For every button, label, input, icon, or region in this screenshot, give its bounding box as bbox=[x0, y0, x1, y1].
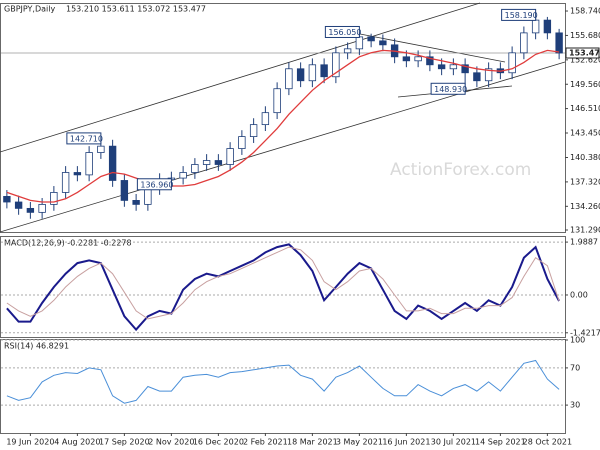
last-price-label: 153.477 bbox=[569, 49, 600, 58]
candle-body bbox=[273, 88, 281, 114]
annotation-box bbox=[136, 178, 172, 191]
rsi-frame bbox=[0, 339, 566, 434]
candle-body bbox=[120, 180, 129, 201]
annotation-label: 136.960 bbox=[140, 180, 173, 189]
y-tick-label: 152.620 bbox=[570, 55, 600, 64]
candle-body bbox=[355, 36, 364, 50]
candle-body bbox=[437, 64, 446, 70]
candle-body bbox=[343, 48, 352, 54]
x-tick-label: 16 Dec 2020 bbox=[193, 438, 244, 447]
candle-body bbox=[226, 148, 234, 165]
y-tick-label: 140.380 bbox=[570, 153, 600, 162]
candle-body bbox=[238, 136, 246, 149]
candle-body bbox=[97, 145, 105, 153]
candle-body bbox=[426, 56, 434, 66]
candle-body bbox=[38, 203, 46, 213]
macd-title: MACD(12,26,9) -0.2281 -0.2278 bbox=[4, 239, 132, 248]
candle-body bbox=[473, 72, 481, 82]
rsi-title: RSI(14) 46.8291 bbox=[4, 342, 69, 351]
indicator-line bbox=[6, 243, 560, 332]
candle-body bbox=[261, 112, 270, 126]
candle-body bbox=[520, 32, 528, 54]
candle-body bbox=[179, 172, 187, 179]
candle-body bbox=[132, 200, 140, 205]
y-tick-label: 149.560 bbox=[570, 80, 600, 89]
price-title: GBPJPY,Daily bbox=[4, 5, 55, 14]
candle-body bbox=[461, 64, 469, 74]
annotation-label: 142.710 bbox=[70, 134, 103, 143]
candle-body bbox=[14, 201, 23, 209]
y-tick-label: 0.00 bbox=[570, 290, 588, 299]
candle-body bbox=[367, 36, 375, 42]
last-price-box bbox=[565, 47, 600, 59]
candle-body bbox=[484, 68, 493, 82]
candle-body bbox=[414, 56, 422, 62]
x-tick-label: 28 Oct 2021 bbox=[523, 438, 572, 447]
candle-body bbox=[449, 64, 458, 70]
candle-body bbox=[73, 172, 82, 176]
candle-body bbox=[108, 145, 117, 181]
x-tick-label: 17 Sep 2020 bbox=[99, 438, 150, 447]
y-tick-label: 137.320 bbox=[570, 177, 600, 186]
price-frame bbox=[0, 3, 566, 233]
candle-body bbox=[296, 68, 305, 82]
candle-body bbox=[85, 152, 93, 176]
x-tick-label: 3 May 2021 bbox=[336, 438, 383, 447]
y-tick-label: 1.9887 bbox=[570, 238, 598, 247]
indicator-line bbox=[6, 246, 560, 320]
y-tick-label: 158.740 bbox=[570, 7, 600, 16]
price-quote: 153.210 153.611 153.072 153.477 bbox=[66, 5, 206, 14]
candle-body bbox=[249, 124, 258, 137]
x-tick-label: 4 Aug 2020 bbox=[54, 438, 100, 447]
candle-body bbox=[285, 68, 293, 90]
y-tick-label: 134.260 bbox=[570, 202, 600, 211]
candle-body bbox=[402, 56, 411, 62]
y-tick-label: 100 bbox=[570, 336, 585, 345]
y-tick-label: 131.290 bbox=[570, 226, 600, 235]
candle-body bbox=[308, 64, 317, 82]
candle-body bbox=[555, 32, 563, 54]
x-tick-label: 30 Jul 2021 bbox=[431, 438, 476, 447]
candle-body bbox=[332, 52, 340, 78]
y-tick-label: 30 bbox=[570, 401, 580, 410]
candle-body bbox=[543, 19, 552, 34]
y-tick-label: -1.4217 bbox=[570, 328, 600, 337]
candle-body bbox=[531, 19, 540, 34]
annotation-box bbox=[430, 82, 466, 95]
candle-body bbox=[144, 188, 152, 205]
watermark: ActionForex.com bbox=[390, 160, 531, 180]
indicator-line bbox=[6, 359, 560, 404]
triangle-upper bbox=[359, 33, 506, 63]
macd-frame bbox=[0, 236, 566, 338]
annotation-label: 148.930 bbox=[434, 85, 467, 94]
y-tick-label: 146.510 bbox=[570, 104, 600, 113]
indicator-line bbox=[6, 49, 560, 203]
channel-upper bbox=[0, 2, 481, 153]
candle-body bbox=[379, 40, 387, 46]
annotation-box bbox=[66, 132, 102, 145]
x-tick-label: 14 Sep 2021 bbox=[475, 438, 526, 447]
x-tick-label: 18 Mar 2021 bbox=[287, 438, 338, 447]
annotation-label: 156.050 bbox=[328, 28, 361, 37]
x-tick-label: 2 Nov 2020 bbox=[148, 438, 194, 447]
candle-body bbox=[50, 192, 58, 205]
x-tick-label: 2 Feb 2021 bbox=[243, 438, 288, 447]
candle-body bbox=[3, 196, 11, 203]
candle-body bbox=[61, 172, 70, 193]
candle-body bbox=[214, 160, 223, 165]
candle-body bbox=[320, 64, 328, 78]
candle-body bbox=[202, 160, 211, 165]
annotation-box bbox=[501, 8, 537, 21]
annotation-box bbox=[324, 25, 360, 38]
y-tick-label: 70 bbox=[570, 363, 580, 372]
candle-body bbox=[191, 164, 199, 173]
x-tick-label: 19 Jun 2020 bbox=[6, 438, 54, 447]
y-tick-label: 155.680 bbox=[570, 31, 600, 40]
y-tick-label: 143.450 bbox=[570, 128, 600, 137]
candle-body bbox=[508, 52, 516, 74]
annotation-label: 158.190 bbox=[505, 11, 538, 20]
candle-body bbox=[26, 207, 35, 213]
x-tick-label: 16 Jun 2021 bbox=[382, 438, 430, 447]
